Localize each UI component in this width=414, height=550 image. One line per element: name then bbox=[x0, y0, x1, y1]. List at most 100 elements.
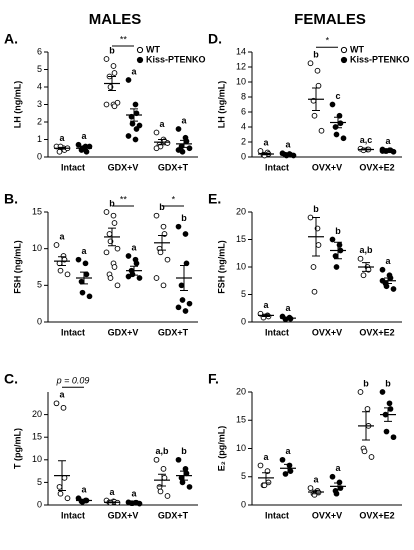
data-point bbox=[156, 484, 163, 490]
data-point bbox=[315, 82, 322, 89]
data-point bbox=[60, 404, 67, 411]
x-tick-label: Intact bbox=[61, 510, 85, 520]
data-point bbox=[153, 456, 160, 463]
sem-bar bbox=[384, 277, 392, 284]
significance-letter: a bbox=[81, 131, 87, 141]
legend-label: WT bbox=[146, 44, 160, 54]
significance-letter: a bbox=[81, 485, 87, 495]
significance-letter: a bbox=[263, 137, 269, 147]
y-tick-label: 10 bbox=[236, 76, 246, 86]
data-point bbox=[361, 448, 368, 455]
legend-marker bbox=[340, 46, 348, 54]
y-tick-label: 3 bbox=[37, 99, 42, 109]
significance-letter: b bbox=[313, 204, 319, 214]
data-point bbox=[111, 220, 118, 226]
y-tick-label: 2 bbox=[241, 136, 246, 146]
y-tick-label: 20 bbox=[32, 409, 42, 419]
panel-label: C. bbox=[4, 371, 18, 387]
data-point bbox=[261, 482, 268, 489]
data-point bbox=[379, 389, 386, 395]
data-point bbox=[153, 212, 160, 219]
x-tick-label: Intact bbox=[265, 327, 289, 337]
data-point bbox=[57, 267, 64, 274]
data-point bbox=[279, 456, 286, 463]
y-tick-label: 0 bbox=[37, 316, 42, 326]
data-point bbox=[183, 260, 190, 267]
x-tick-label: Intact bbox=[61, 327, 85, 337]
y-axis-label: FSH (ng/mL) bbox=[12, 240, 22, 294]
sem-bar bbox=[180, 139, 188, 148]
panel-label: F. bbox=[208, 371, 219, 387]
data-point bbox=[182, 308, 189, 314]
data-point bbox=[64, 495, 71, 502]
data-point bbox=[333, 490, 340, 497]
data-point bbox=[107, 275, 114, 281]
x-tick-label: Intact bbox=[61, 162, 85, 172]
sem-bar bbox=[80, 146, 88, 150]
data-point bbox=[114, 245, 121, 252]
data-point bbox=[111, 264, 118, 270]
y-tick-label: 0 bbox=[241, 316, 246, 326]
comparison-label: * bbox=[171, 194, 175, 204]
significance-letter: a bbox=[131, 242, 137, 252]
y-tick-label: 1 bbox=[37, 134, 42, 144]
y-axis-label: FSH (ng/mL) bbox=[216, 240, 226, 294]
sem-bar bbox=[334, 241, 342, 260]
data-point bbox=[390, 286, 397, 292]
data-point bbox=[78, 278, 85, 285]
x-tick-label: GDX+V bbox=[108, 510, 139, 520]
data-point bbox=[178, 282, 185, 289]
data-point bbox=[83, 148, 90, 155]
data-point bbox=[160, 465, 167, 472]
data-point bbox=[53, 242, 60, 248]
significance-letter: a,b bbox=[359, 245, 373, 255]
y-axis-label: LH (ng/mL) bbox=[216, 81, 226, 129]
data-point bbox=[287, 468, 294, 474]
y-tick-label: 10 bbox=[32, 454, 42, 464]
column-header: MALES bbox=[89, 11, 142, 28]
sem-bar bbox=[80, 499, 88, 502]
sem-bar bbox=[284, 153, 292, 156]
sem-bar bbox=[108, 501, 116, 504]
y-tick-label: 0 bbox=[241, 499, 246, 509]
y-tick-label: 15 bbox=[236, 415, 246, 425]
panel-label: D. bbox=[208, 31, 222, 47]
y-tick-label: 8 bbox=[241, 91, 246, 101]
data-point bbox=[310, 264, 317, 270]
data-point bbox=[329, 473, 336, 480]
data-point bbox=[175, 126, 182, 132]
data-point bbox=[125, 273, 132, 280]
x-tick-label: GDX+V bbox=[108, 327, 139, 337]
y-tick-label: 6 bbox=[37, 46, 42, 56]
significance-letter: b bbox=[385, 378, 391, 388]
y-tick-label: 10 bbox=[32, 243, 42, 253]
data-point bbox=[186, 300, 193, 307]
data-point bbox=[160, 282, 167, 289]
sem-bar bbox=[384, 407, 392, 422]
data-point bbox=[153, 145, 160, 152]
data-point bbox=[257, 462, 264, 469]
data-point bbox=[340, 135, 347, 142]
significance-letter: a bbox=[131, 66, 137, 76]
data-point bbox=[315, 242, 322, 248]
comparison-label: * bbox=[325, 36, 329, 46]
y-tick-label: 2 bbox=[37, 116, 42, 126]
data-point bbox=[57, 490, 64, 497]
data-point bbox=[379, 266, 386, 273]
legend-marker bbox=[340, 56, 348, 64]
y-tick-label: 15 bbox=[32, 206, 42, 216]
significance-letter: a bbox=[181, 115, 187, 125]
data-point bbox=[75, 141, 82, 148]
data-point bbox=[329, 236, 336, 243]
data-point bbox=[133, 126, 140, 132]
y-tick-label: 20 bbox=[236, 386, 246, 396]
data-point bbox=[106, 231, 113, 237]
data-point bbox=[183, 138, 190, 145]
x-tick-label: Intact bbox=[265, 162, 289, 172]
sem-bar bbox=[312, 489, 320, 495]
sem-bar bbox=[362, 411, 370, 441]
sem-bar bbox=[108, 227, 116, 247]
data-point bbox=[110, 212, 117, 219]
data-point bbox=[383, 428, 390, 435]
data-point bbox=[103, 101, 110, 108]
